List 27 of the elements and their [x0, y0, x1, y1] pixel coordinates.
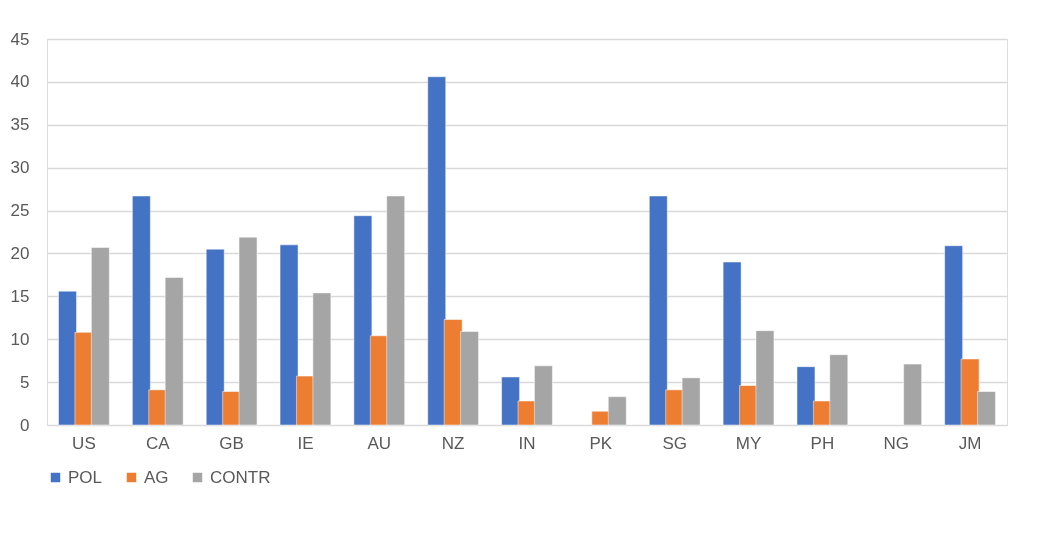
- x-tick-label: AU: [367, 433, 392, 453]
- y-tick-label: 25: [10, 201, 30, 221]
- x-tick-label: MY: [735, 433, 762, 453]
- x-tick-label: IN: [518, 433, 536, 453]
- y-tick-label: 30: [10, 158, 30, 178]
- x-tick-label: JM: [958, 433, 982, 453]
- x-tick-label: CA: [145, 433, 171, 453]
- x-tick-label: PH: [810, 433, 835, 453]
- x-tick-label: SG: [662, 433, 687, 453]
- x-tick-label: US: [72, 433, 96, 453]
- x-tick-label: NZ: [441, 433, 465, 453]
- x-tick-label: PK: [589, 433, 613, 453]
- y-tick-label: 15: [10, 286, 30, 306]
- y-tick-label: 10: [10, 329, 30, 349]
- y-tick-label: 5: [20, 372, 30, 392]
- legend-label: AG: [144, 467, 169, 487]
- x-tick-label: NG: [883, 433, 909, 453]
- y-tick-label: 20: [10, 243, 30, 263]
- y-tick-label: 40: [10, 72, 30, 92]
- legend-label: CONTR: [210, 467, 271, 487]
- bar: [903, 363, 922, 426]
- y-tick-label: 45: [10, 29, 30, 49]
- y-tick-label: 35: [10, 115, 30, 135]
- y-tick-label: 0: [20, 415, 30, 435]
- legend-label: POL: [68, 467, 103, 487]
- x-tick-label: IE: [297, 433, 314, 453]
- x-tick-label: GB: [219, 433, 244, 453]
